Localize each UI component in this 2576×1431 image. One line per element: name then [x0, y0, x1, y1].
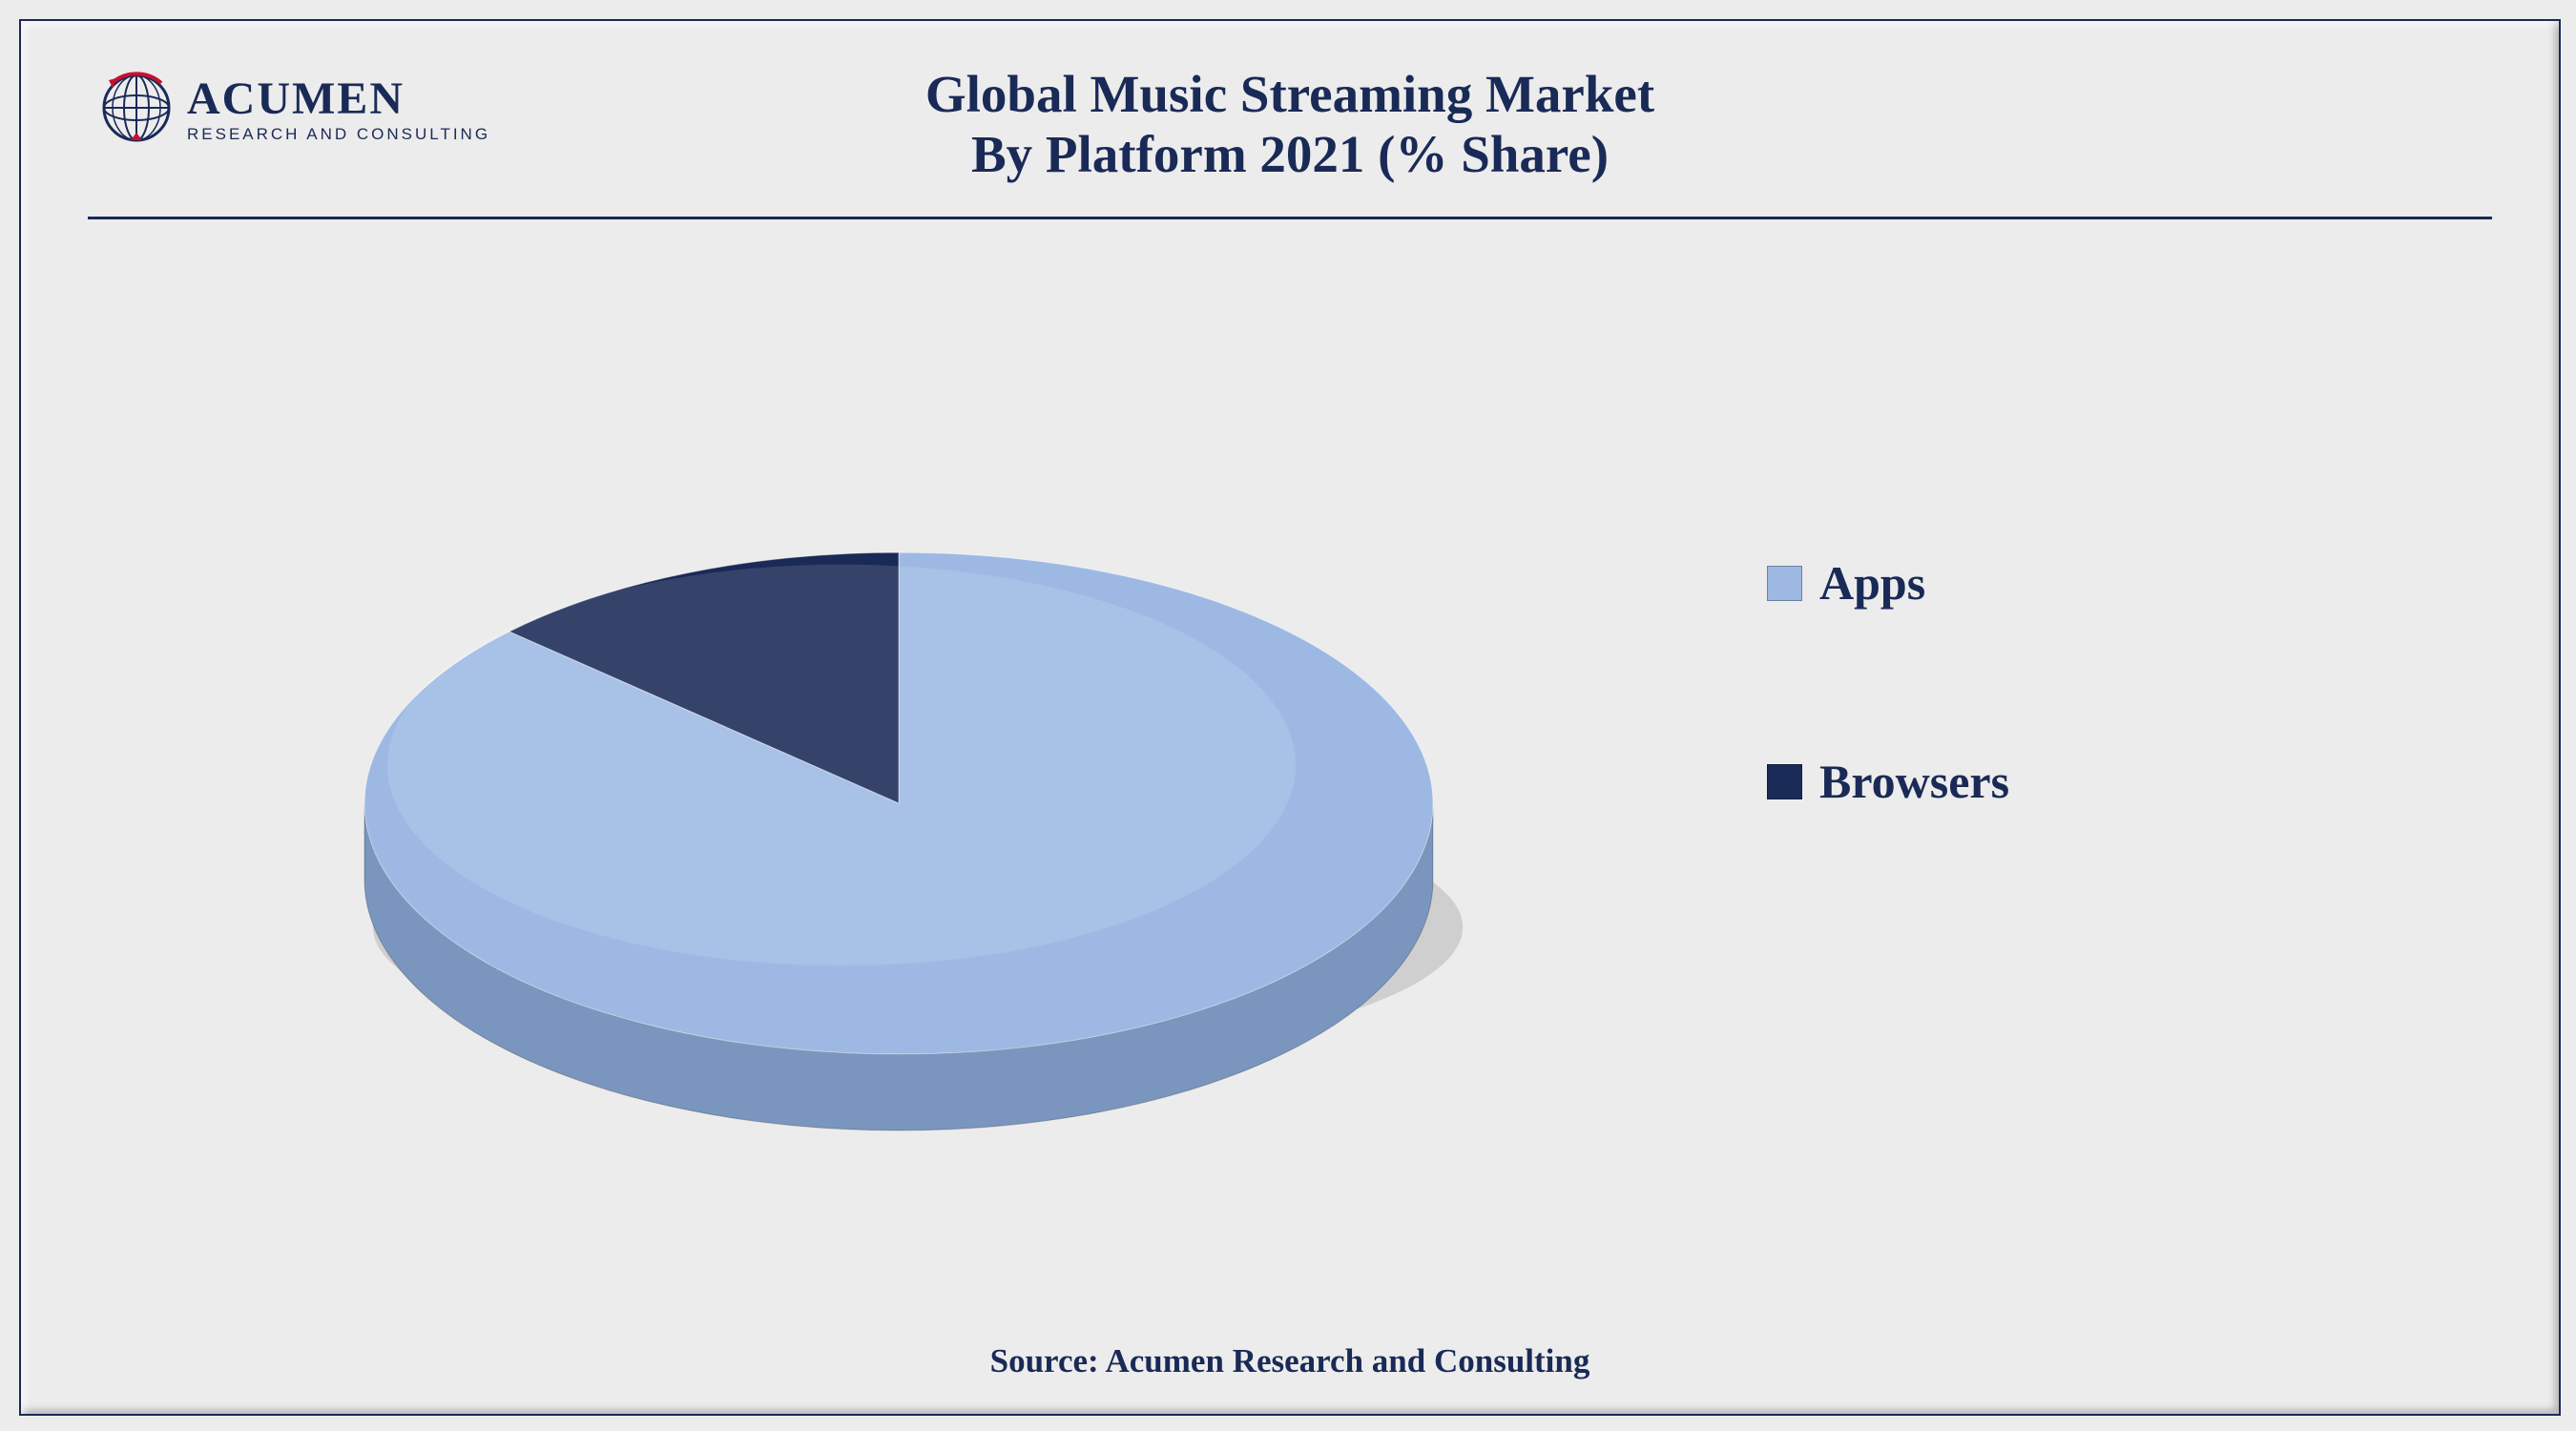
chart-frame: ACUMEN RESEARCH AND CONSULTING Global Mu… — [19, 19, 2561, 1416]
legend-item: Browsers — [1767, 754, 2009, 809]
title-line-1: Global Music Streaming Market — [21, 64, 2559, 124]
pie-chart — [21, 269, 1738, 1318]
legend-label: Browsers — [1819, 754, 2009, 809]
header-divider — [88, 217, 2492, 219]
source-attribution: Source: Acumen Research and Consulting — [21, 1342, 2559, 1380]
chart-title: Global Music Streaming Market By Platfor… — [21, 64, 2559, 185]
legend-swatch — [1767, 566, 1802, 601]
legend-label: Apps — [1819, 555, 1925, 611]
legend-swatch — [1767, 764, 1802, 799]
legend-item: Apps — [1767, 555, 2009, 611]
title-line-2: By Platform 2021 (% Share) — [21, 124, 2559, 184]
chart-legend: Apps Browsers — [1767, 555, 2009, 952]
